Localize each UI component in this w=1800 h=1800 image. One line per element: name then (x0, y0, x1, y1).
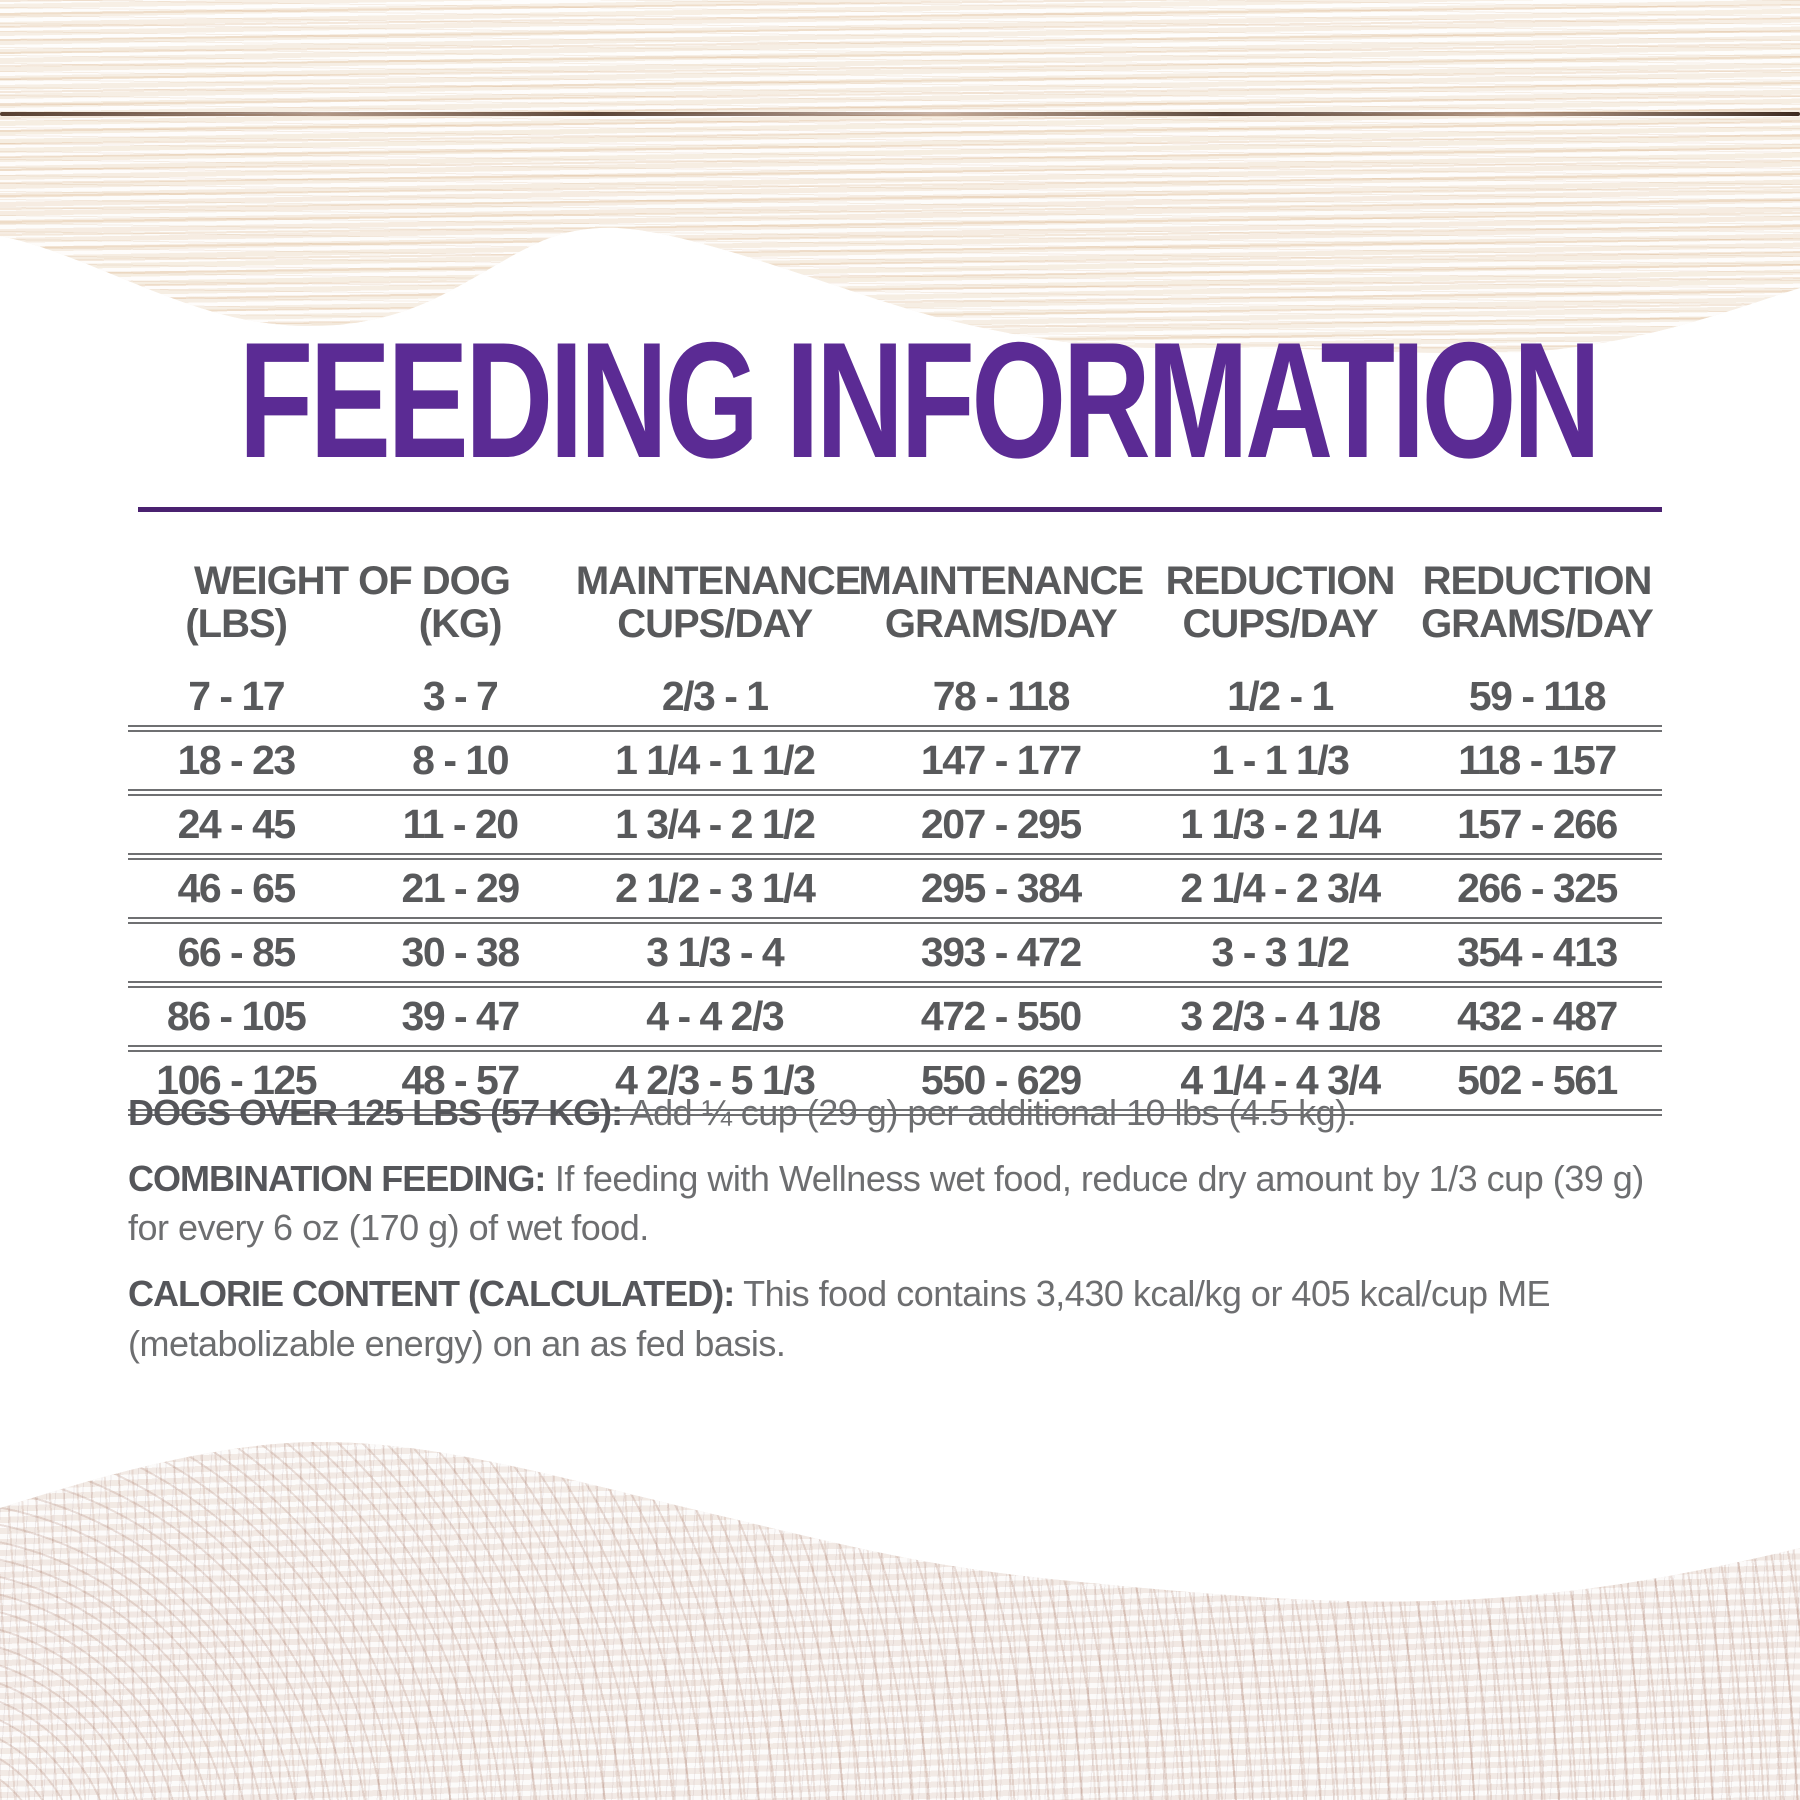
table-cell: 18 - 23 (177, 737, 297, 784)
table-cell: 8 - 10 (412, 737, 509, 784)
table-cell: 78 - 118 (932, 673, 1071, 720)
header-maintenance-grams-unit: GRAMS/DAY (884, 602, 1118, 647)
table-cell: 106 - 125 (156, 1057, 317, 1104)
table-cell: 4 2/3 - 5 1/3 (615, 1057, 816, 1104)
table-cell: 3 2/3 - 4 1/8 (1180, 993, 1381, 1040)
table-cell: 354 - 413 (1457, 929, 1618, 976)
table-cell: 393 - 472 (920, 929, 1082, 976)
table-cell: 432 - 487 (1457, 993, 1618, 1040)
note-text: Add ¼ cup (29 g) per additional 10 lbs (… (622, 1092, 1357, 1133)
table-cell: 1/2 - 1 (1227, 673, 1334, 720)
table-cell: 86 - 105 (166, 993, 307, 1040)
header-kg: (KG) (418, 602, 503, 647)
table-cell: 2 1/2 - 3 1/4 (615, 865, 816, 912)
table-cell: 2/3 - 1 (661, 673, 769, 720)
table-cell: 66 - 85 (177, 929, 297, 976)
table-row: 86 - 105 39 - 47 4 - 4 2/3 472 - 550 3 2/3 -… (128, 985, 1662, 1049)
table-cell: 550 - 629 (920, 1057, 1082, 1104)
table-cell: 266 - 325 (1457, 865, 1618, 912)
table-cell: 157 - 266 (1457, 801, 1618, 848)
feeding-table-header: WEIGHT OF DOG MAINTENANCE MAINTENANCE RE… (128, 559, 1662, 668)
table-cell: 472 - 550 (920, 993, 1082, 1040)
table-cell: 147 - 177 (920, 737, 1082, 784)
header-reduction-cups-unit: CUPS/DAY (1182, 602, 1378, 647)
feeding-notes: DOGS OVER 125 LBS (57 KG): Add ¼ cup (29… (128, 1088, 1674, 1384)
note-text: This food contains 3,430 kcal/kg or 405 … (128, 1273, 1551, 1364)
table-cell: 502 - 561 (1457, 1057, 1618, 1104)
table-cell: 59 - 118 (1468, 673, 1607, 720)
wood-texture-bottom-band (0, 1380, 1800, 1800)
table-cell: 3 - 3 1/2 (1211, 929, 1350, 976)
note-label: DOGS OVER 125 LBS (57 KG): (128, 1092, 623, 1133)
table-cell: 4 1/4 - 4 3/4 (1180, 1057, 1381, 1104)
table-cell: 39 - 47 (401, 993, 521, 1040)
table-cell: 11 - 20 (402, 801, 519, 848)
table-cell: 3 1/3 - 4 (646, 929, 784, 976)
table-row: 46 - 65 21 - 29 2 1/2 - 3 1/4 295 - 384 2 1/… (128, 857, 1662, 921)
table-cell: 207 - 295 (920, 801, 1082, 848)
table-cell: 46 - 65 (177, 865, 297, 912)
note-combination-feeding: COMBINATION FEEDING: If feeding with Wel… (128, 1154, 1674, 1253)
header-maintenance-cups: MAINTENANCE (575, 559, 862, 603)
table-cell: 24 - 45 (177, 801, 297, 848)
note-label: COMBINATION FEEDING: (128, 1157, 546, 1199)
note-calorie-content: CALORIE CONTENT (CALCULATED): This food … (128, 1269, 1674, 1368)
header-reduction-cups: REDUCTION (1165, 559, 1396, 603)
header-reduction-grams-unit: GRAMS/DAY (1421, 602, 1654, 647)
table-cell: 7 - 17 (188, 673, 285, 720)
table-cell: 21 - 29 (401, 865, 521, 912)
table-cell: 4 - 4 2/3 (646, 993, 784, 1040)
table-cell: 1 3/4 - 2 1/2 (615, 801, 816, 848)
note-label: CALORIE CONTENT (CALCULATED): (128, 1273, 735, 1315)
header-maintenance-cups-unit: CUPS/DAY (617, 602, 813, 647)
table-cell: 1 - 1 1/3 (1211, 737, 1350, 784)
note-dogs-over-125: DOGS OVER 125 LBS (57 KG): Add ¼ cup (29… (128, 1088, 1674, 1138)
wood-plank-seam (0, 112, 1800, 116)
header-maintenance-grams: MAINTENANCE (858, 559, 1145, 603)
table-row: 18 - 23 8 - 10 1 1/4 - 1 1/2 147 - 177 1 - 1… (128, 729, 1662, 793)
feeding-table: WEIGHT OF DOG MAINTENANCE MAINTENANCE RE… (128, 559, 1662, 1116)
page-title: FEEDING INFORMATION (0, 318, 1800, 483)
table-row: 66 - 85 30 - 38 3 1/3 - 4 393 - 472 3 - 3 1/… (128, 921, 1662, 985)
table-cell: 48 - 57 (401, 1057, 521, 1104)
header-weight-of-dog: WEIGHT OF DOG (194, 559, 511, 603)
table-row: 7 - 17 3 - 7 2/3 - 1 78 - 118 1/2 - 1 59 - 11… (128, 668, 1662, 729)
table-cell: 2 1/4 - 2 3/4 (1180, 865, 1381, 912)
table-cell: 3 - 7 (422, 673, 499, 720)
header-row-top: WEIGHT OF DOG MAINTENANCE MAINTENANCE RE… (128, 559, 1662, 603)
note-text: If feeding with Wellness wet food, reduc… (128, 1157, 1644, 1249)
header-reduction-grams: REDUCTION (1422, 559, 1653, 603)
table-cell: 295 - 384 (920, 865, 1082, 912)
table-cell: 1 1/4 - 1 1/2 (615, 737, 816, 784)
table-cell: 118 - 157 (1458, 737, 1617, 784)
page-title-text: FEEDING INFORMATION (238, 308, 1601, 492)
table-cell: 30 - 38 (401, 929, 521, 976)
header-row-units: (LBS) (KG) CUPS/DAY GRAMS/DAY CUPS/DAY G… (128, 603, 1662, 668)
header-lbs: (LBS) (185, 602, 288, 647)
feeding-table-body: 7 - 17 3 - 7 2/3 - 1 78 - 118 1/2 - 1 59 - 11… (128, 668, 1662, 1113)
table-cell: 1 1/3 - 2 1/4 (1180, 801, 1381, 848)
table-row: 106 - 125 48 - 57 4 2/3 - 5 1/3 550 - 629 4 … (128, 1049, 1662, 1113)
title-underline (138, 507, 1662, 512)
table-row: 24 - 45 11 - 20 1 3/4 - 2 1/2 207 - 295 1 1/… (128, 793, 1662, 857)
